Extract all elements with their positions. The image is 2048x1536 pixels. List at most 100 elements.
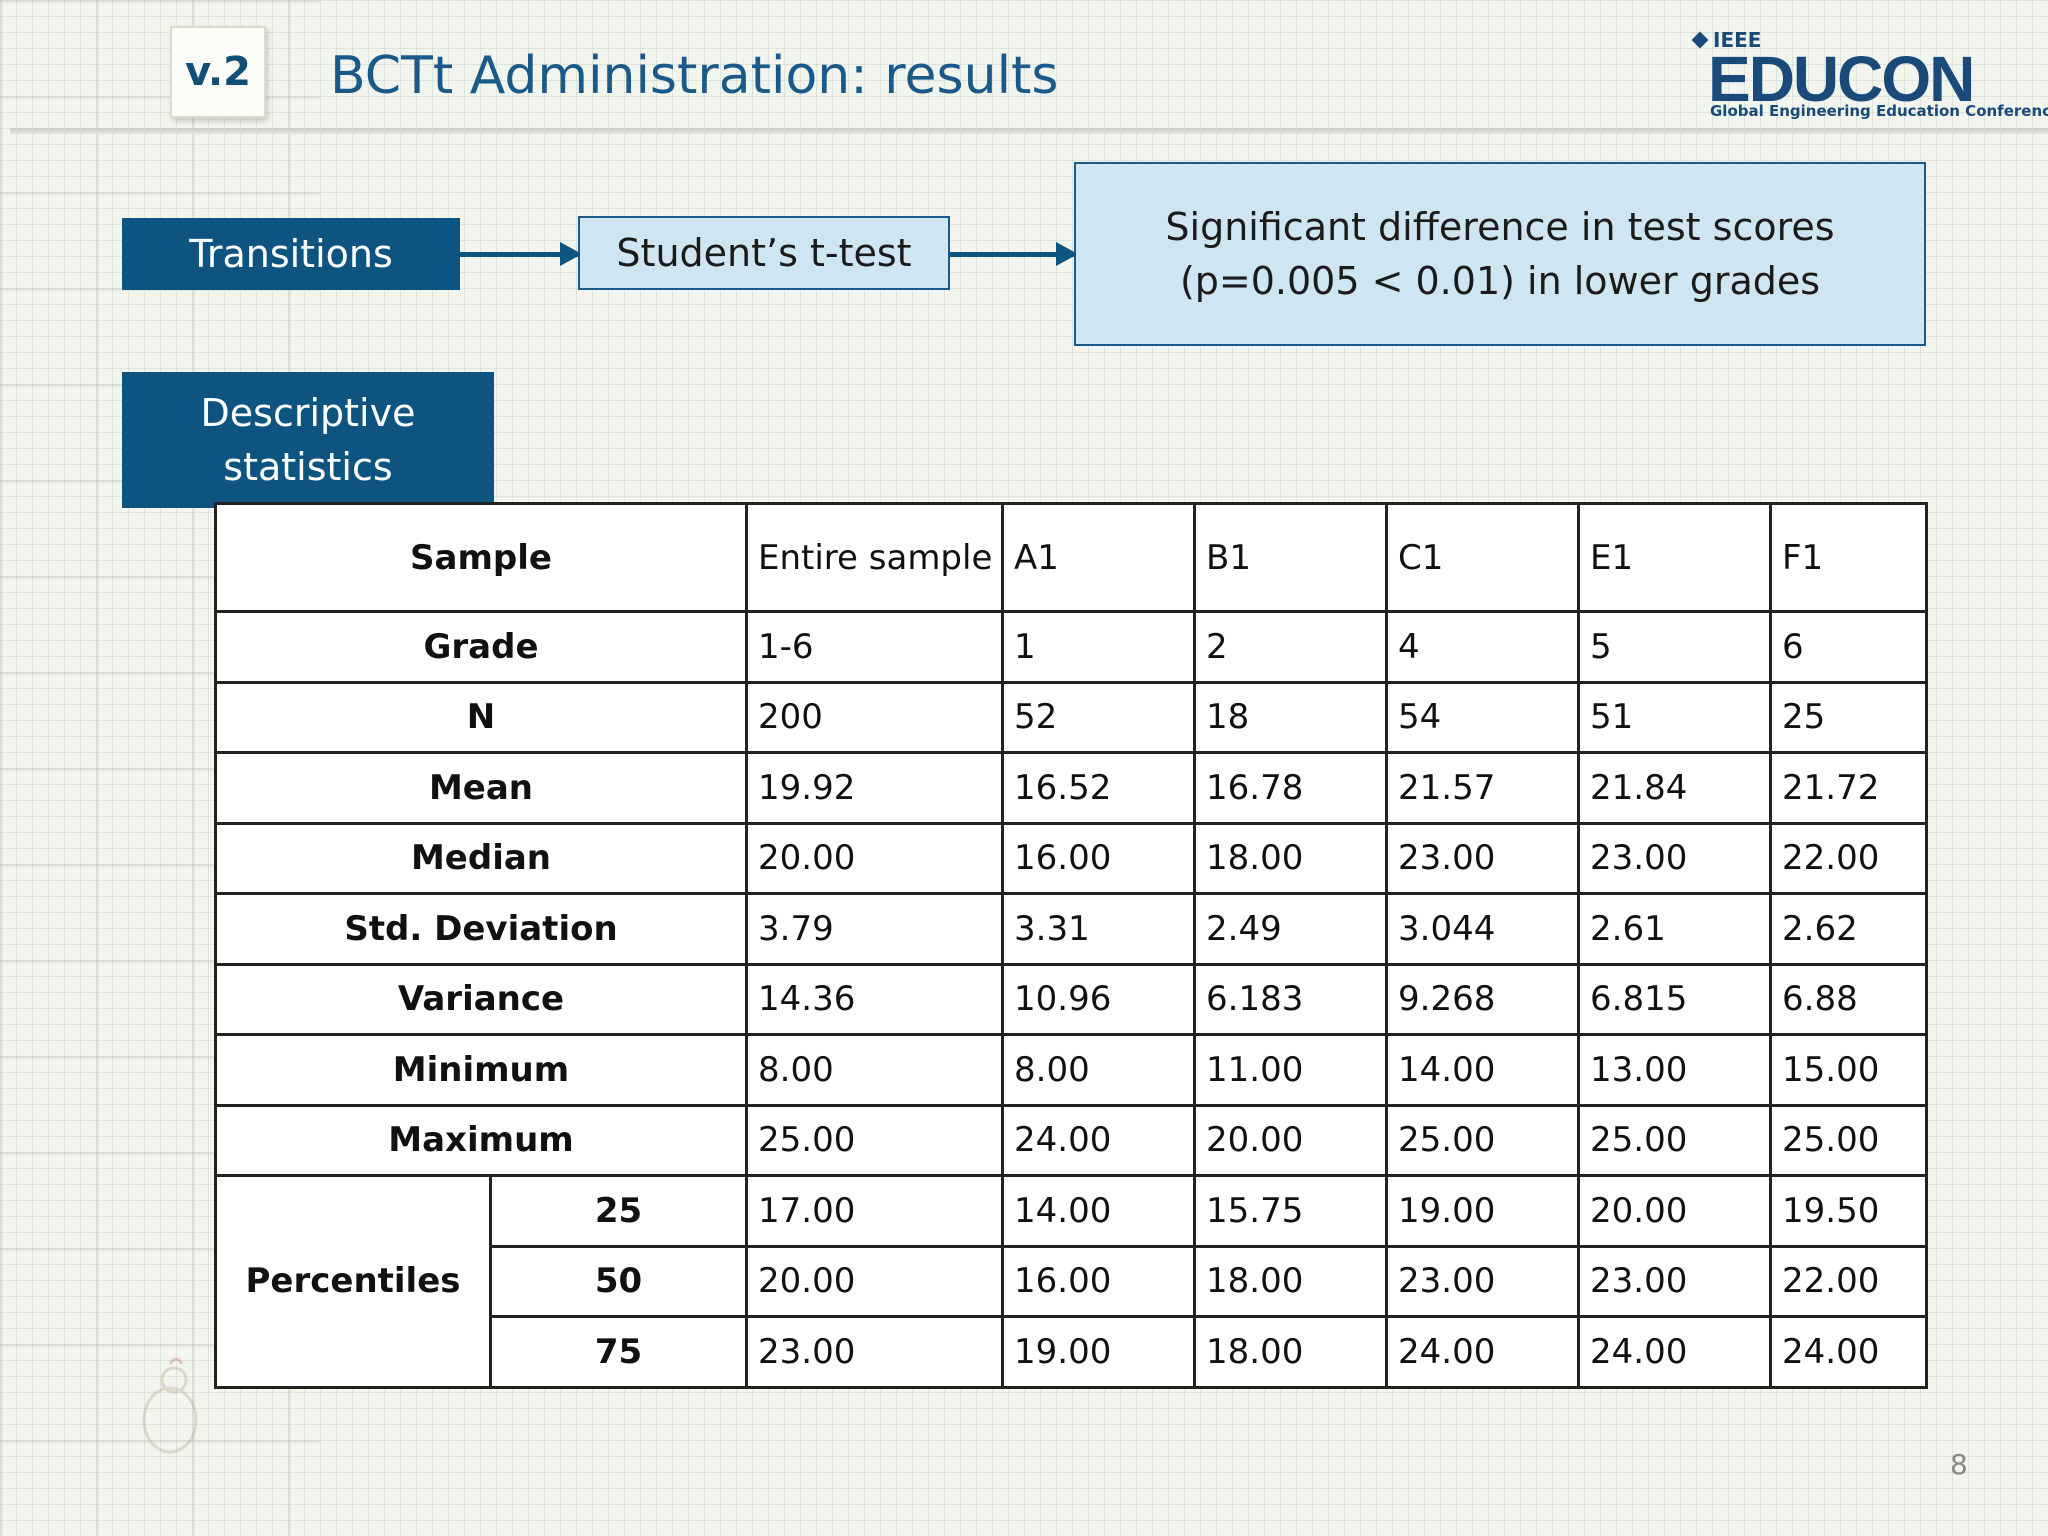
table-cell: 9.268: [1385, 962, 1580, 1036]
table-cell: 6.88: [1769, 962, 1928, 1036]
table-row: Grade 1-6 1 2 4 5 6: [214, 610, 1928, 684]
table-cell: 17.00: [745, 1174, 1004, 1248]
descriptive-statistics-label: Descriptive statistics: [122, 372, 494, 508]
table-cell: 25.00: [1769, 1103, 1928, 1177]
table-cell: 20.00: [1193, 1103, 1388, 1177]
table-cell: 4: [1385, 610, 1580, 684]
header-divider: [10, 128, 2048, 134]
sample-header-cell: Entire sample: [745, 502, 1004, 613]
table-cell: 24.00: [1577, 1315, 1772, 1389]
table-cell: 23.00: [1385, 821, 1580, 895]
table-row: Minimum 8.00 8.00 11.00 14.00 13.00 15.0…: [214, 1033, 1928, 1107]
table-cell: 5: [1577, 610, 1772, 684]
table-cell: 19.00: [1001, 1315, 1196, 1389]
table-cell: 18.00: [1193, 1315, 1388, 1389]
table-cell: 21.84: [1577, 751, 1772, 825]
table-cell: 2.49: [1193, 892, 1388, 966]
table-row: N 200 52 18 54 51 25: [214, 680, 1928, 754]
result-line-1: Significant difference in test scores: [1165, 205, 1835, 249]
sample-header-cell: C1: [1385, 502, 1580, 613]
table-cell: 19.00: [1385, 1174, 1580, 1248]
table-cell: 23.00: [745, 1315, 1004, 1389]
page-title: BCTt Administration: results: [330, 46, 1059, 106]
table-cell: 22.00: [1769, 1244, 1928, 1318]
table-cell: 15.75: [1193, 1174, 1388, 1248]
table-cell: 51: [1577, 680, 1772, 754]
ttest-box: Student’s t-test: [578, 216, 950, 290]
table-cell: 16.52: [1001, 751, 1196, 825]
row-label: Mean: [214, 751, 748, 825]
table-cell: 18.00: [1193, 1244, 1388, 1318]
table-cell: 2: [1193, 610, 1388, 684]
sample-header-cell: F1: [1769, 502, 1928, 613]
sample-header-cell: B1: [1193, 502, 1388, 613]
section-label-line-1: Descriptive: [200, 391, 416, 435]
table-cell: 16.00: [1001, 821, 1196, 895]
table-header-row: Sample Entire sample A1 B1 C1 E1 F1: [214, 502, 1928, 613]
table-cell: 21.72: [1769, 751, 1928, 825]
table-cell: 21.57: [1385, 751, 1580, 825]
ieee-mark: IEEE: [1691, 28, 1762, 52]
percentile-label: 50: [489, 1244, 748, 1318]
table-cell: 10.96: [1001, 962, 1196, 1036]
table-cell: 3.044: [1385, 892, 1580, 966]
percentile-label: 75: [489, 1315, 748, 1389]
result-box: Significant difference in test scores (p…: [1074, 162, 1926, 346]
table-row: Mean 19.92 16.52 16.78 21.57 21.84 21.72: [214, 751, 1928, 825]
table-cell: 6.183: [1193, 962, 1388, 1036]
table-row: 75 23.00 19.00 18.00 24.00 24.00 24.00: [216, 1315, 1928, 1389]
table-cell: 15.00: [1769, 1033, 1928, 1107]
sample-header-cell: A1: [1001, 502, 1196, 613]
row-label: N: [214, 680, 748, 754]
table-cell: 18: [1193, 680, 1388, 754]
row-label: Variance: [214, 962, 748, 1036]
table-cell: 23.00: [1577, 1244, 1772, 1318]
row-label: Median: [214, 821, 748, 895]
table-cell: 14.00: [1001, 1174, 1196, 1248]
table-cell: 2.62: [1769, 892, 1928, 966]
table-cell: 6.815: [1577, 962, 1772, 1036]
table-row: Percentiles 25 17.00 14.00 15.75 19.00 2…: [214, 1174, 1928, 1389]
table-cell: 25.00: [1385, 1103, 1580, 1177]
table-cell: 23.00: [1577, 821, 1772, 895]
table-cell: 24.00: [1385, 1315, 1580, 1389]
table-row: Std. Deviation 3.79 3.31 2.49 3.044 2.61…: [214, 892, 1928, 966]
row-label: Maximum: [214, 1103, 748, 1177]
descriptive-statistics-table: Sample Entire sample A1 B1 C1 E1 F1 Grad…: [214, 502, 1928, 1389]
table-cell: 19.50: [1769, 1174, 1928, 1248]
table-cell: 13.00: [1577, 1033, 1772, 1107]
version-badge: v.2: [170, 26, 266, 118]
table-cell: 54: [1385, 680, 1580, 754]
table-cell: 20.00: [745, 821, 1004, 895]
ieee-label: IEEE: [1713, 28, 1762, 52]
table-cell: 24.00: [1001, 1103, 1196, 1177]
table-cell: 11.00: [1193, 1033, 1388, 1107]
table-row: Variance 14.36 10.96 6.183 9.268 6.815 6…: [214, 962, 1928, 1036]
table-cell: 23.00: [1385, 1244, 1580, 1318]
table-cell: 6: [1769, 610, 1928, 684]
percentile-label: 25: [489, 1174, 748, 1248]
table-cell: 3.79: [745, 892, 1004, 966]
table-cell: 25: [1769, 680, 1928, 754]
row-label: Std. Deviation: [214, 892, 748, 966]
table-cell: 25.00: [745, 1103, 1004, 1177]
section-label-line-2: statistics: [223, 445, 393, 489]
result-line-2: (p=0.005 < 0.01) in lower grades: [1179, 259, 1821, 303]
table-cell: 8.00: [745, 1033, 1004, 1107]
table-cell: 1: [1001, 610, 1196, 684]
table-cell: 16.78: [1193, 751, 1388, 825]
arrow-to-result: [950, 242, 1078, 266]
ieee-diamond-icon: [1691, 31, 1709, 49]
table-cell: 20.00: [745, 1244, 1004, 1318]
table-cell: 25.00: [1577, 1103, 1772, 1177]
logo-tagline: Global Engineering Education Conference: [1710, 102, 2048, 120]
table-cell: 8.00: [1001, 1033, 1196, 1107]
chicken-watermark-icon: [142, 1357, 198, 1454]
table-row: Maximum 25.00 24.00 20.00 25.00 25.00 25…: [214, 1103, 1928, 1177]
sample-header-label: Sample: [214, 502, 748, 613]
transitions-box: Transitions: [122, 218, 460, 290]
table-cell: 24.00: [1769, 1315, 1928, 1389]
table-cell: 3.31: [1001, 892, 1196, 966]
table-cell: 18.00: [1193, 821, 1388, 895]
table-cell: 2.61: [1577, 892, 1772, 966]
